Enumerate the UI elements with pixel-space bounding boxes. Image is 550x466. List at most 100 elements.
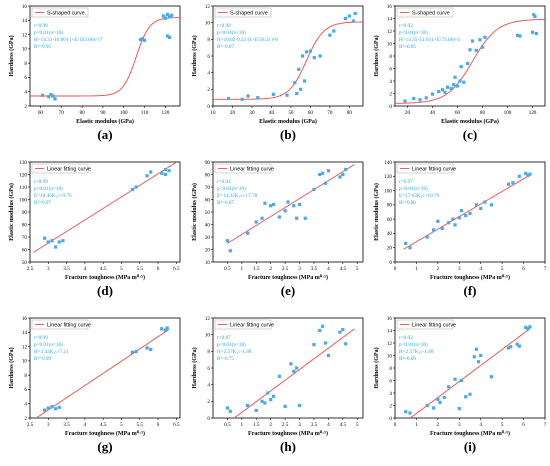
legend: S-shaped curve	[31, 7, 89, 18]
x-axis-label: Fracture toughness (MPa m⁰·⁵)	[65, 430, 145, 437]
stats-line: p<0.01(n=36)	[399, 341, 428, 348]
data-point	[452, 83, 456, 87]
data-point	[246, 403, 250, 408]
data-point	[163, 172, 167, 177]
x-tick-label: 2.5	[27, 422, 34, 428]
panel-label: (i)	[464, 439, 476, 454]
stats-line: r=0.99	[34, 179, 48, 185]
data-point	[341, 172, 345, 177]
y-axis-label: Elastic modulus (GPa)	[191, 183, 198, 241]
data-point	[515, 342, 519, 346]
data-point	[517, 174, 521, 178]
fit-line	[227, 164, 355, 244]
x-tick-label: 5	[356, 422, 359, 428]
data-point	[312, 56, 316, 60]
y-axis-label: Hardness (GPa)	[191, 347, 198, 388]
x-tick-label: 2.5	[282, 266, 289, 272]
stats-line: H=3.43K₁c-7.21	[34, 349, 69, 355]
x-tick-label: 4	[84, 266, 87, 272]
data-point	[226, 96, 231, 101]
x-tick-label: 100	[504, 110, 512, 116]
data-point	[266, 391, 270, 395]
y-tick-label: 100	[384, 188, 392, 194]
stats-line: R²=0.95	[34, 44, 51, 50]
stats-line: r=0.99	[34, 335, 48, 341]
data-point	[51, 94, 55, 98]
data-point	[459, 208, 464, 213]
data-point	[295, 216, 299, 220]
stats-line: R²=0.75	[217, 356, 234, 362]
legend-label: Linear fitting curve	[47, 167, 91, 173]
legend-label: Linear fitting curve	[47, 323, 91, 329]
chart-panel-1: 60 70 80 90 100 110 120 2 4 6 8 10 12 14 16 Elastic mod…	[8, 4, 181, 142]
x-tick-label: 40	[269, 110, 275, 116]
data-point	[436, 219, 440, 223]
x-tick-label: 5.5	[137, 266, 144, 272]
data-point	[528, 172, 532, 176]
data-point	[453, 223, 457, 227]
y-tick-label: 50	[22, 260, 28, 266]
fit-line	[403, 174, 531, 250]
y-tick-label: 10	[205, 260, 211, 266]
chart-panel-8: 0.5 1 1.5 2 2.5 3 3.5 4 4.5 5 0 2 4 6 8 10 12 Fracture to…	[191, 316, 364, 454]
data-point	[455, 84, 460, 88]
stats-line: R²=0.85	[399, 44, 416, 50]
y-tick-label: 14	[387, 328, 393, 334]
x-tick-label: 1.5	[253, 422, 260, 428]
plot-frame	[394, 317, 546, 419]
y-tick-label: 50	[205, 210, 211, 216]
data-point	[318, 172, 322, 177]
x-tick-label: 7	[544, 266, 547, 272]
data-point	[165, 12, 170, 17]
stats-line: p<0.01(n=18)	[34, 185, 63, 192]
x-tick-label: 3.5	[311, 266, 318, 272]
x-tick-label: 70	[327, 110, 333, 116]
data-point	[338, 330, 342, 334]
y-tick-label: 70	[22, 235, 28, 241]
x-tick-label: 2	[269, 266, 272, 272]
data-point	[517, 344, 521, 348]
panel-label: (g)	[97, 439, 112, 454]
x-tick-label: 6	[157, 266, 160, 272]
data-point	[528, 325, 532, 329]
chart-panel-6: 0 1 2 3 4 5 6 7 0 20 40 60 80 100 120 140 Fracture tough…	[373, 160, 547, 298]
stats-line: p<0.01(n=18)	[34, 29, 63, 36]
data-point	[489, 375, 494, 379]
data-point	[457, 407, 461, 411]
data-point	[443, 90, 447, 94]
data-point	[453, 377, 457, 381]
data-point	[47, 95, 51, 99]
data-point	[301, 54, 305, 58]
y-tick-label: 60	[387, 217, 393, 223]
x-tick-label: 6.5	[173, 422, 180, 428]
data-point	[299, 87, 303, 91]
legend-label: Linear fitting curve	[412, 323, 456, 329]
legend-box	[31, 319, 89, 330]
data-point	[160, 327, 164, 331]
data-point	[61, 239, 65, 243]
data-point	[412, 96, 416, 101]
y-tick-label: 12	[205, 4, 211, 10]
stats-line: p<0.01(n=30)	[217, 341, 246, 348]
data-point	[163, 167, 167, 172]
y-tick-label: 10	[22, 47, 28, 53]
data-point	[269, 204, 273, 208]
x-tick-label: 20	[230, 110, 236, 116]
legend-label: S-shaped curve	[412, 11, 450, 17]
x-tick-label: 4.5	[340, 266, 347, 272]
data-point	[458, 79, 462, 83]
y-tick-label: 6	[207, 366, 210, 372]
stats-line: r=0.94	[217, 179, 231, 185]
y-tick-label: 8	[389, 366, 392, 372]
x-tick-label: 5	[120, 266, 123, 272]
legend-box	[214, 319, 272, 330]
y-tick-label: 2	[389, 403, 392, 409]
y-tick-label: 6	[389, 66, 392, 72]
data-point	[289, 362, 293, 366]
data-point	[57, 405, 61, 409]
data-point	[297, 67, 301, 71]
chart-panel-7: 2.5 3 3.5 4 4.5 5 5.5 6 6.5 2 4 6 8 10 12 14 16 Fracture …	[8, 316, 181, 454]
data-point	[515, 33, 520, 37]
x-tick-label: 4.5	[100, 422, 107, 428]
legend-label: Linear fitting curve	[230, 323, 274, 329]
